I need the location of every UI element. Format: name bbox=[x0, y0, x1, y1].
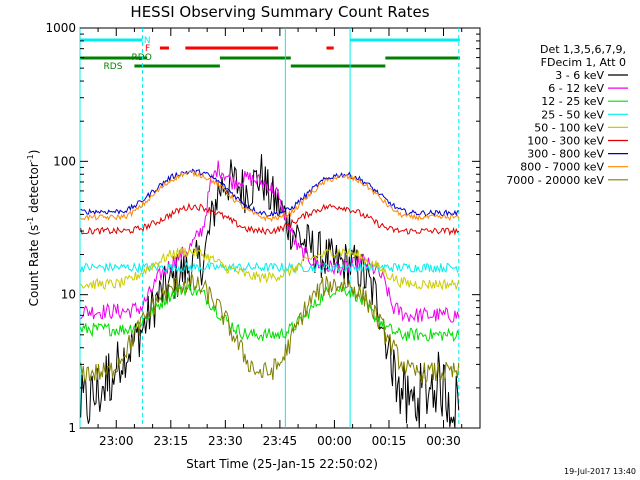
y-tick-label: 1 bbox=[68, 421, 76, 435]
y-axis-label-sup2: -1 bbox=[26, 154, 35, 162]
legend: Det 1,3,5,6,7,9, FDecim 1, Att 0 3 - 6 k… bbox=[506, 43, 628, 187]
legend-label: 800 - 7000 keV bbox=[520, 161, 604, 174]
legend-label: 50 - 100 keV bbox=[534, 121, 604, 134]
x-tick-label: 00:00 bbox=[317, 434, 352, 448]
series-line-4 bbox=[80, 246, 460, 291]
flag-label-f: F bbox=[145, 44, 150, 54]
legend-label: 100 - 300 keV bbox=[527, 135, 604, 148]
series-line-1 bbox=[80, 160, 460, 323]
y-axis-label: Count Rate (s-1 detector-1) bbox=[26, 150, 41, 307]
x-tick-label: 23:45 bbox=[263, 434, 298, 448]
flag-label-rdo: RDO bbox=[132, 53, 152, 63]
flag-label-rds: RDS bbox=[104, 62, 123, 72]
y-axis-label-part2: detector bbox=[27, 162, 41, 217]
legend-label: 6 - 12 keV bbox=[548, 82, 604, 95]
y-tick-label: 1000 bbox=[45, 21, 76, 35]
x-tick-label: 23:30 bbox=[208, 434, 243, 448]
legend-header-line2: FDecim 1, Att 0 bbox=[541, 56, 626, 69]
series-line-7 bbox=[80, 170, 460, 223]
y-tick-label: 100 bbox=[53, 154, 76, 168]
series-line-6 bbox=[80, 168, 459, 218]
series-line-5 bbox=[80, 202, 460, 236]
series-line-2 bbox=[80, 283, 460, 343]
y-tick-label: 10 bbox=[61, 288, 76, 302]
series-layer bbox=[80, 154, 460, 429]
x-tick-label: 23:00 bbox=[99, 434, 134, 448]
x-tick-label: 00:15 bbox=[372, 434, 407, 448]
x-tick-label: 00:30 bbox=[426, 434, 461, 448]
vertical-marker-layer bbox=[79, 28, 460, 428]
x-axis-ticks: 23:00 23:15 23:30 23:45 00:00 00:15 00:30 bbox=[97, 28, 463, 448]
generation-timestamp: 19-Jul-2017 13:40 bbox=[564, 467, 636, 476]
legend-header-line1: Det 1,3,5,6,7,9, bbox=[540, 43, 626, 56]
legend-label: 3 - 6 keV bbox=[555, 69, 604, 82]
series-line-0 bbox=[80, 154, 460, 429]
chart-title: HESSI Observing Summary Count Rates bbox=[130, 3, 429, 21]
x-axis-label: Start Time (25-Jan-15 22:50:02) bbox=[186, 457, 378, 471]
x-tick-label: 23:15 bbox=[154, 434, 189, 448]
y-axis-ticks: 1 10 100 1000 bbox=[45, 21, 480, 435]
series-line-3 bbox=[80, 261, 460, 274]
legend-label: 300 - 800 keV bbox=[527, 148, 604, 161]
y-axis-label-part3: ) bbox=[27, 150, 41, 155]
y-axis-label-part1: Count Rate (s bbox=[27, 225, 41, 307]
flag-label-n: N bbox=[144, 36, 151, 46]
series-line-8 bbox=[80, 272, 460, 385]
legend-label: 7000 - 20000 keV bbox=[506, 174, 604, 187]
legend-label: 12 - 25 keV bbox=[541, 95, 604, 108]
legend-label: 25 - 50 keV bbox=[541, 108, 604, 121]
y-axis-label-sup1: -1 bbox=[26, 217, 35, 225]
